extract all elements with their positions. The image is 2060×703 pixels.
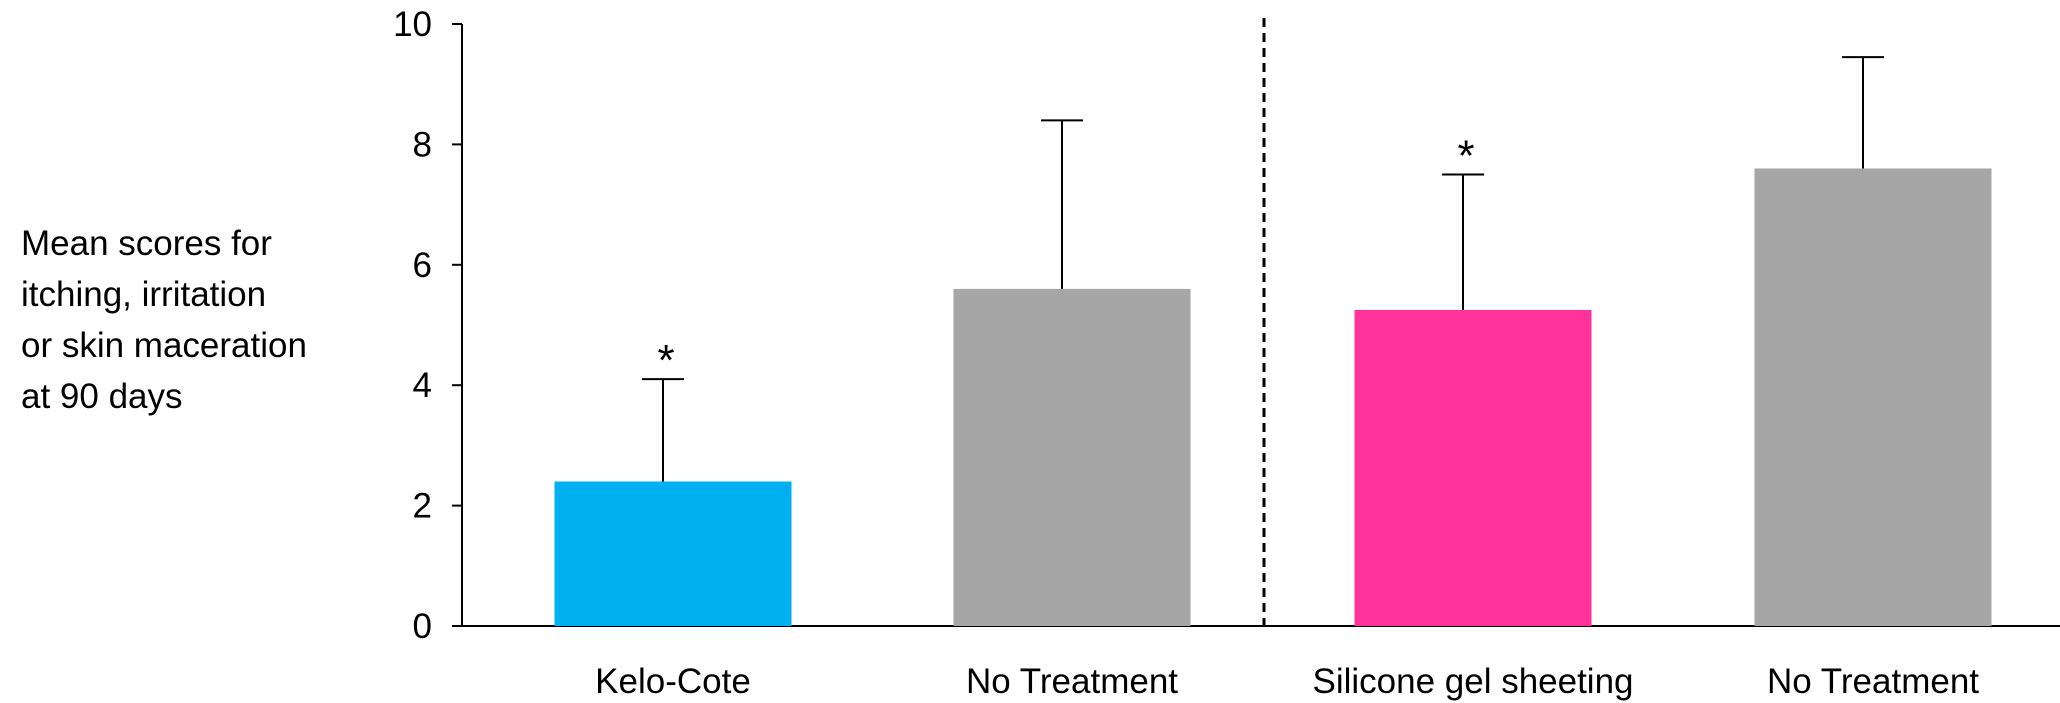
y-tick-label: 8 xyxy=(413,125,432,164)
bar xyxy=(953,288,1191,626)
x-tick-label: Kelo-Cote xyxy=(595,662,751,701)
y-tick-label: 0 xyxy=(413,607,432,646)
x-tick-label: No Treatment xyxy=(1767,662,1979,701)
y-tick-label: 10 xyxy=(393,5,432,44)
y-axis-title-line: at 90 days xyxy=(21,377,183,416)
y-tick-label: 2 xyxy=(413,487,432,526)
y-axis-title-line: or skin maceration xyxy=(21,326,307,365)
significance-marker: * xyxy=(1457,132,1474,181)
bar xyxy=(554,481,792,626)
bar xyxy=(1754,168,1992,627)
x-tick-label: Silicone gel sheeting xyxy=(1312,662,1633,701)
significance-marker: * xyxy=(657,336,674,385)
y-axis-title-line: itching, irritation xyxy=(21,275,267,314)
x-tick-label: No Treatment xyxy=(966,662,1178,701)
y-tick-label: 6 xyxy=(413,246,432,285)
bar xyxy=(1354,309,1592,626)
y-tick-label: 4 xyxy=(413,366,432,405)
y-axis-title-line: Mean scores for xyxy=(21,224,272,263)
